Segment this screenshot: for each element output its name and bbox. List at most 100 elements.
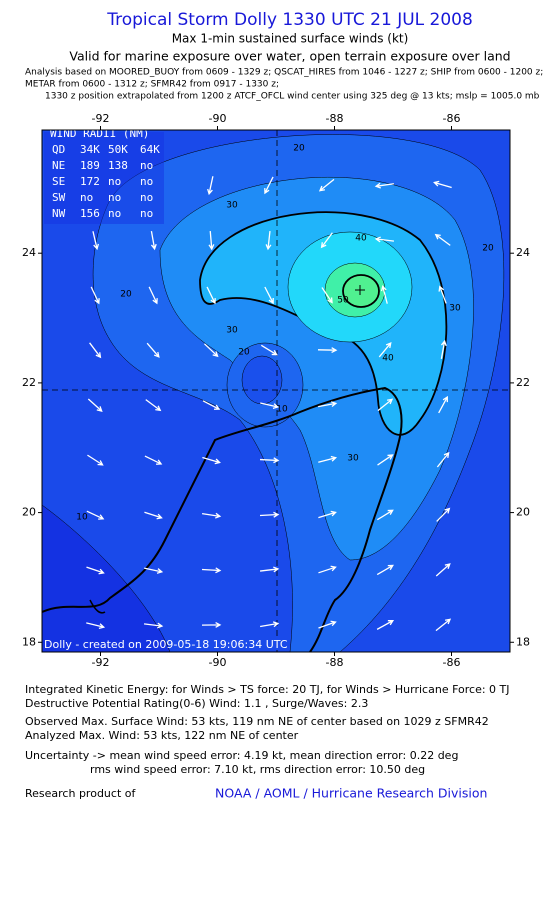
wind-arrow [318, 620, 337, 629]
wind-arrow [201, 621, 222, 628]
wind-arrow [320, 232, 333, 249]
wind-arrow [318, 401, 338, 408]
x-tick-label: -90 [209, 112, 227, 125]
wind-arrow [380, 284, 388, 304]
wind-radii-title: WIND RADII (NM) [50, 127, 149, 140]
sources: Analysis based on MOORED_BUOY from 0609 … [25, 68, 543, 78]
contour-label: 30 [449, 304, 461, 314]
validity: Valid for marine exposure over water, op… [69, 49, 510, 64]
wind-arrow [433, 180, 452, 189]
info-line: Destructive Potential Rating(0-6) Wind: … [25, 697, 368, 710]
wind-radii-cell: SW [52, 191, 66, 204]
wind-radii-cell: 156 [80, 207, 100, 220]
wind-arrow [376, 619, 395, 630]
wind-arrow [318, 178, 335, 192]
wind-arrow [265, 230, 272, 251]
info-line: Analyzed Max. Wind: 53 kts, 122 nm NE of… [25, 729, 299, 742]
wind-arrow [89, 342, 102, 359]
wind-arrow [318, 565, 337, 574]
wind-arrow [202, 400, 221, 410]
contour-label: 10 [76, 513, 88, 523]
wind-radii-cell: 189 [80, 159, 100, 172]
wind-arrow [86, 566, 105, 575]
wind-arrow [150, 231, 157, 251]
wind-arrow [435, 618, 452, 632]
contour-label: 20 [120, 290, 132, 300]
wind-arrow [207, 176, 214, 196]
wind-arrow [377, 398, 394, 412]
wind-radii-cell: no [108, 191, 121, 204]
wind-arrow [440, 339, 447, 359]
wind-radii-cell: SE [52, 175, 65, 188]
wind-arrow [146, 342, 160, 358]
info-line: Integrated Kinetic Energy: for Winds > T… [25, 683, 510, 696]
wind-arrow [90, 286, 100, 305]
sources: METAR from 0600 - 1312 z; SFMR42 from 09… [25, 80, 279, 90]
wind-arrow [318, 455, 338, 463]
wind-arrow [438, 395, 448, 414]
wind-arrow [259, 511, 280, 518]
wind-arrow [202, 456, 221, 465]
y-tick-label: 22 [22, 376, 36, 389]
wind-arrow [204, 343, 219, 358]
wind-arrow [435, 563, 451, 577]
wind-arrow [264, 176, 274, 195]
y-tick-label: 24 [516, 246, 530, 259]
wind-arrow [202, 512, 222, 519]
wind-arrow [144, 455, 163, 465]
wind-radii-cell: NE [52, 159, 65, 172]
sources: 1330 z position extrapolated from 1200 z… [45, 92, 540, 102]
wind-arrow [144, 511, 163, 520]
wind-arrow [377, 454, 394, 466]
contour-label: 10 [276, 405, 288, 415]
wind-arrow [208, 230, 215, 251]
wind-arrow [318, 510, 337, 519]
wind-arrow [143, 622, 164, 629]
wind-arrow [259, 457, 280, 464]
wind-arrow [376, 509, 394, 521]
contour-label: 40 [382, 354, 394, 364]
wind-arrow [321, 287, 333, 304]
wind-arrow [86, 622, 106, 630]
info-line: Uncertainty -> mean wind speed error: 4.… [25, 749, 458, 762]
x-tick-label: -88 [326, 656, 344, 669]
wind-arrow [436, 451, 450, 468]
wind-radii-cell: 138 [108, 159, 128, 172]
wind-arrow [87, 398, 103, 412]
contour-label: 20 [238, 348, 250, 358]
wind-radii-cell: no [108, 207, 121, 220]
contour-label: 20 [293, 144, 305, 154]
wind-arrow [264, 286, 274, 305]
wind-arrow [378, 342, 392, 358]
contour-label: 30 [226, 326, 238, 336]
wind-arrow [374, 236, 395, 243]
wind-arrow [201, 567, 222, 574]
y-tick-label: 18 [22, 635, 36, 648]
y-tick-label: 18 [516, 635, 530, 648]
contour-label: 20 [482, 244, 494, 254]
y-tick-label: 24 [22, 246, 36, 259]
wind-radii-cell: no [140, 207, 153, 220]
wind-arrow [144, 567, 164, 574]
x-tick-label: -86 [443, 656, 461, 669]
y-tick-label: 20 [516, 506, 530, 519]
wind-arrow [259, 566, 280, 573]
x-tick-label: -92 [92, 656, 110, 669]
wind-arrow [145, 399, 162, 412]
x-tick-label: -90 [209, 656, 227, 669]
wind-arrow [86, 510, 105, 520]
subtitle: Max 1-min sustained surface winds (kt) [172, 32, 409, 46]
contour-label: 40 [355, 234, 367, 244]
credit-label: Research product of [25, 787, 136, 800]
map: 20 30 40 50 20 30 20 10 30 40 30 20 10 WIND RADII (N… [42, 127, 510, 652]
wind-radii-cell: no [140, 191, 153, 204]
wind-radii-cell: no [108, 175, 121, 188]
contour-label: 30 [226, 201, 238, 211]
credit-link[interactable]: NOAA / AOML / Hurricane Research Divisio… [215, 786, 487, 801]
wind-radii-cell: no [140, 159, 153, 172]
wind-radii-cell: 172 [80, 175, 100, 188]
wind-radii-cell: NW [52, 207, 66, 220]
wind-radii-cell: QD [52, 143, 65, 156]
x-tick-label: -86 [443, 112, 461, 125]
wind-arrow [434, 233, 451, 246]
